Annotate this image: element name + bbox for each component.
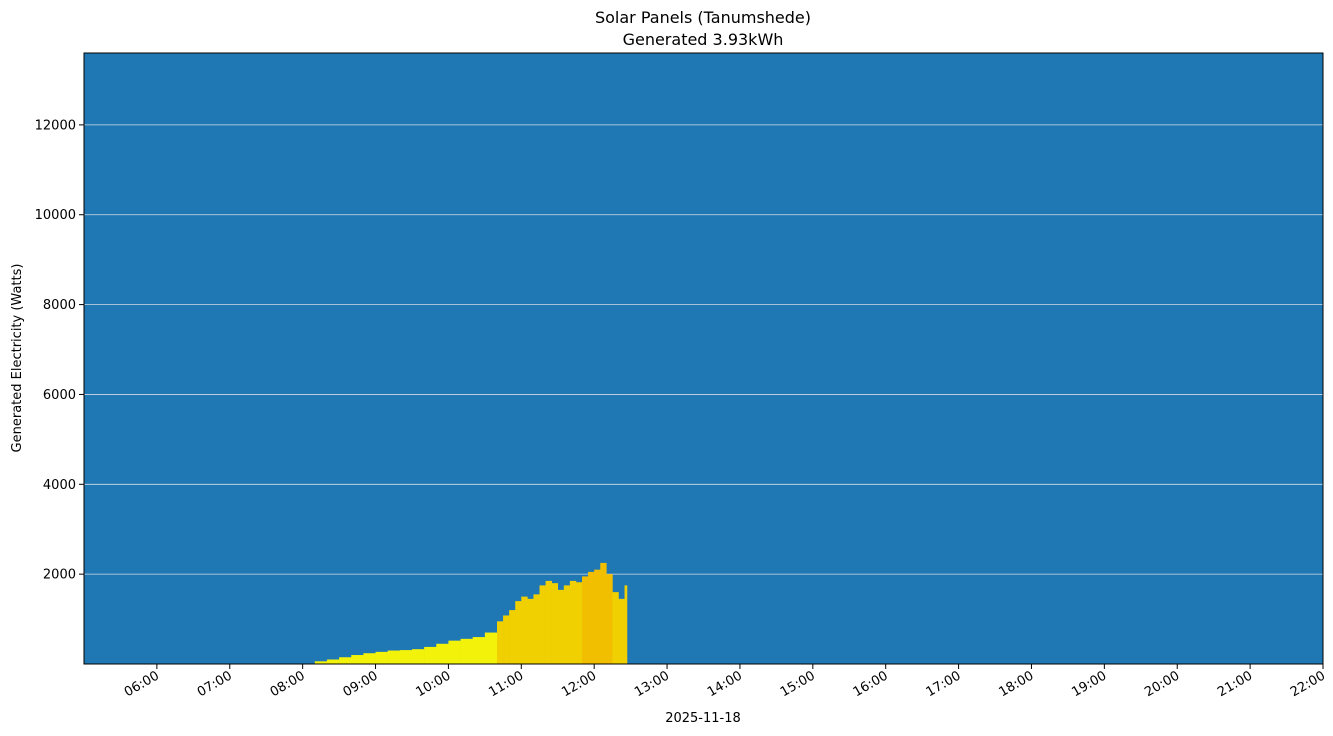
- x-axis-label: 2025-11-18: [665, 711, 741, 726]
- x-tick-label: 07:00: [195, 668, 235, 700]
- generation-bar: [540, 585, 546, 664]
- generation-bar: [436, 644, 448, 664]
- generation-bar: [339, 657, 351, 664]
- generation-bar: [625, 585, 628, 664]
- generation-bar: [485, 633, 497, 664]
- y-tick-label: 8000: [43, 298, 76, 313]
- x-tick-label: 06:00: [122, 668, 162, 700]
- y-axis-label: Generated Electricity (Watts): [10, 264, 25, 453]
- generation-bar: [588, 572, 594, 664]
- generation-bar: [503, 615, 509, 664]
- generation-bar: [558, 590, 564, 664]
- x-tick-label: 12:00: [559, 668, 599, 700]
- generation-bar: [606, 574, 612, 664]
- generation-bar: [533, 594, 539, 664]
- x-tick-label: 14:00: [705, 668, 745, 700]
- generation-bar: [376, 652, 388, 664]
- x-tick-label: 19:00: [1069, 668, 1109, 700]
- y-axis: 2000 4000 6000 8000 10000 12000: [35, 118, 84, 582]
- y-tick-label: 12000: [35, 118, 76, 133]
- x-axis: 06:00 07:00 08:00 09:00 10:00 11:00 12:00 13:00…: [122, 664, 1328, 700]
- generation-bar: [552, 583, 558, 664]
- y-tick-label: 6000: [43, 388, 76, 403]
- generation-bar: [515, 601, 521, 664]
- generation-bar: [600, 563, 606, 664]
- generation-bar: [363, 653, 375, 664]
- generation-bar: [327, 660, 339, 664]
- generation-bar: [618, 599, 624, 664]
- x-tick-label: 20:00: [1142, 668, 1182, 700]
- x-tick-label: 18:00: [997, 668, 1037, 700]
- generation-bar: [497, 621, 503, 664]
- x-tick-label: 13:00: [632, 668, 672, 700]
- x-tick-label: 22:00: [1288, 668, 1328, 700]
- generation-bar: [576, 582, 582, 664]
- generation-bar: [509, 610, 515, 664]
- x-tick-label: 10:00: [413, 668, 453, 700]
- generation-bar: [461, 639, 473, 664]
- y-tick-label: 10000: [35, 208, 76, 223]
- plot-area: [84, 53, 1323, 664]
- generation-bar: [448, 641, 460, 664]
- chart-title: Solar Panels (Tanumshede): [595, 8, 811, 27]
- generation-bar: [564, 585, 570, 664]
- x-tick-label: 17:00: [924, 668, 964, 700]
- generation-bar: [400, 650, 412, 664]
- generation-bar: [527, 599, 533, 664]
- y-tick-label: 4000: [43, 478, 76, 493]
- generation-bar: [612, 592, 618, 664]
- generation-bar: [351, 655, 363, 664]
- generation-bar: [546, 581, 552, 664]
- generation-bar: [473, 637, 485, 664]
- x-tick-label: 16:00: [851, 668, 891, 700]
- x-tick-label: 09:00: [341, 668, 381, 700]
- chart-subtitle: Generated 3.93kWh: [623, 30, 784, 49]
- y-tick-label: 2000: [43, 568, 76, 583]
- generation-bar: [570, 581, 576, 664]
- generation-bar: [424, 647, 436, 664]
- generation-bar: [521, 597, 527, 664]
- x-tick-label: 15:00: [778, 668, 818, 700]
- x-tick-label: 11:00: [486, 668, 526, 700]
- generation-bar: [388, 651, 400, 664]
- generation-bar: [412, 649, 424, 664]
- generation-bar: [582, 576, 588, 664]
- x-tick-label: 21:00: [1215, 668, 1255, 700]
- generation-bar: [594, 570, 600, 664]
- x-tick-label: 08:00: [268, 668, 308, 700]
